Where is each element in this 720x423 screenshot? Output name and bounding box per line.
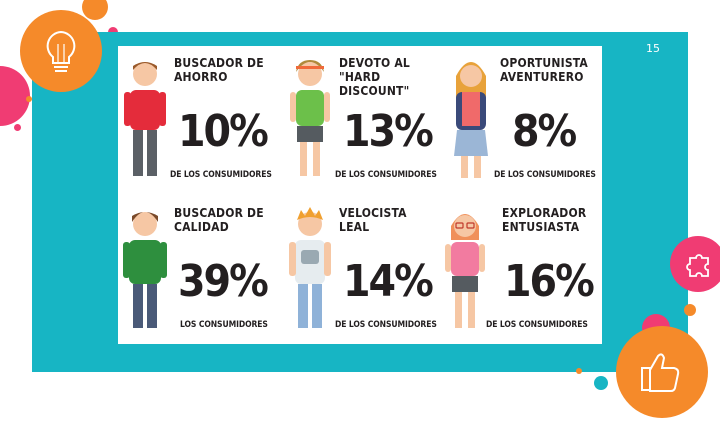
profile-card: OPORTUNISTA AVENTURERO 8% DE LOS CONSUMI… — [444, 46, 605, 195]
thumbs-up-icon — [616, 326, 708, 418]
character-illustration — [123, 212, 167, 328]
decor-circle-orange-small — [684, 304, 696, 316]
decor-circle-orange-dot — [576, 368, 582, 374]
decor-circle-teal — [594, 376, 608, 390]
character-illustration — [454, 62, 488, 178]
profile-title: DEVOTO AL "HARD DISCOUNT" — [339, 56, 410, 98]
consumer-profiles-infographic: BUSCADOR DE AHORRO 10% DE LOS CONSUMIDOR… — [118, 46, 602, 344]
profile-percent: 16% — [504, 256, 595, 307]
profile-percent: 13% — [343, 106, 434, 157]
profile-title: OPORTUNISTA AVENTURERO — [500, 56, 588, 84]
character-illustration — [289, 207, 331, 328]
profile-caption: DE LOS CONSUMIDORES — [494, 170, 596, 180]
character-illustration — [445, 214, 485, 328]
profile-title: EXPLORADOR ENTUSIASTA — [502, 206, 587, 234]
lightbulb-icon — [20, 10, 102, 92]
decor-circle-orange-dot — [26, 96, 32, 102]
profile-caption: LOS CONSUMIDORES — [180, 320, 268, 330]
profile-caption: DE LOS CONSUMIDORES — [335, 320, 437, 330]
profile-card: DEVOTO AL "HARD DISCOUNT" 13% DE LOS CON… — [283, 46, 444, 195]
profile-caption: DE LOS CONSUMIDORES — [486, 320, 588, 330]
profile-card: BUSCADOR DE CALIDAD 39% LOS CONSUMIDORES — [118, 196, 279, 345]
profile-title: BUSCADOR DE CALIDAD — [174, 206, 264, 234]
profile-caption: DE LOS CONSUMIDORES — [170, 170, 272, 180]
slide-number: 15 — [646, 42, 660, 55]
character-illustration — [124, 62, 166, 176]
profile-card: BUSCADOR DE AHORRO 10% DE LOS CONSUMIDOR… — [118, 46, 279, 195]
profile-card: VELOCISTA LEAL 14% DE LOS CONSUMIDORES — [283, 196, 444, 345]
profile-percent: 39% — [178, 256, 269, 307]
profile-caption: DE LOS CONSUMIDORES — [335, 170, 437, 180]
decor-circle-pink-dot — [14, 124, 21, 131]
profile-card: EXPLORADOR ENTUSIASTA 16% DE LOS CONSUMI… — [438, 196, 599, 345]
profile-percent: 14% — [343, 256, 434, 307]
puzzle-icon — [670, 236, 720, 292]
profile-title: BUSCADOR DE AHORRO — [174, 56, 264, 84]
profile-percent: 10% — [178, 106, 269, 157]
decor-circle-orange-top — [82, 0, 108, 20]
profile-title: VELOCISTA LEAL — [339, 206, 407, 234]
character-illustration — [290, 60, 330, 176]
profile-percent: 8% — [512, 106, 577, 157]
